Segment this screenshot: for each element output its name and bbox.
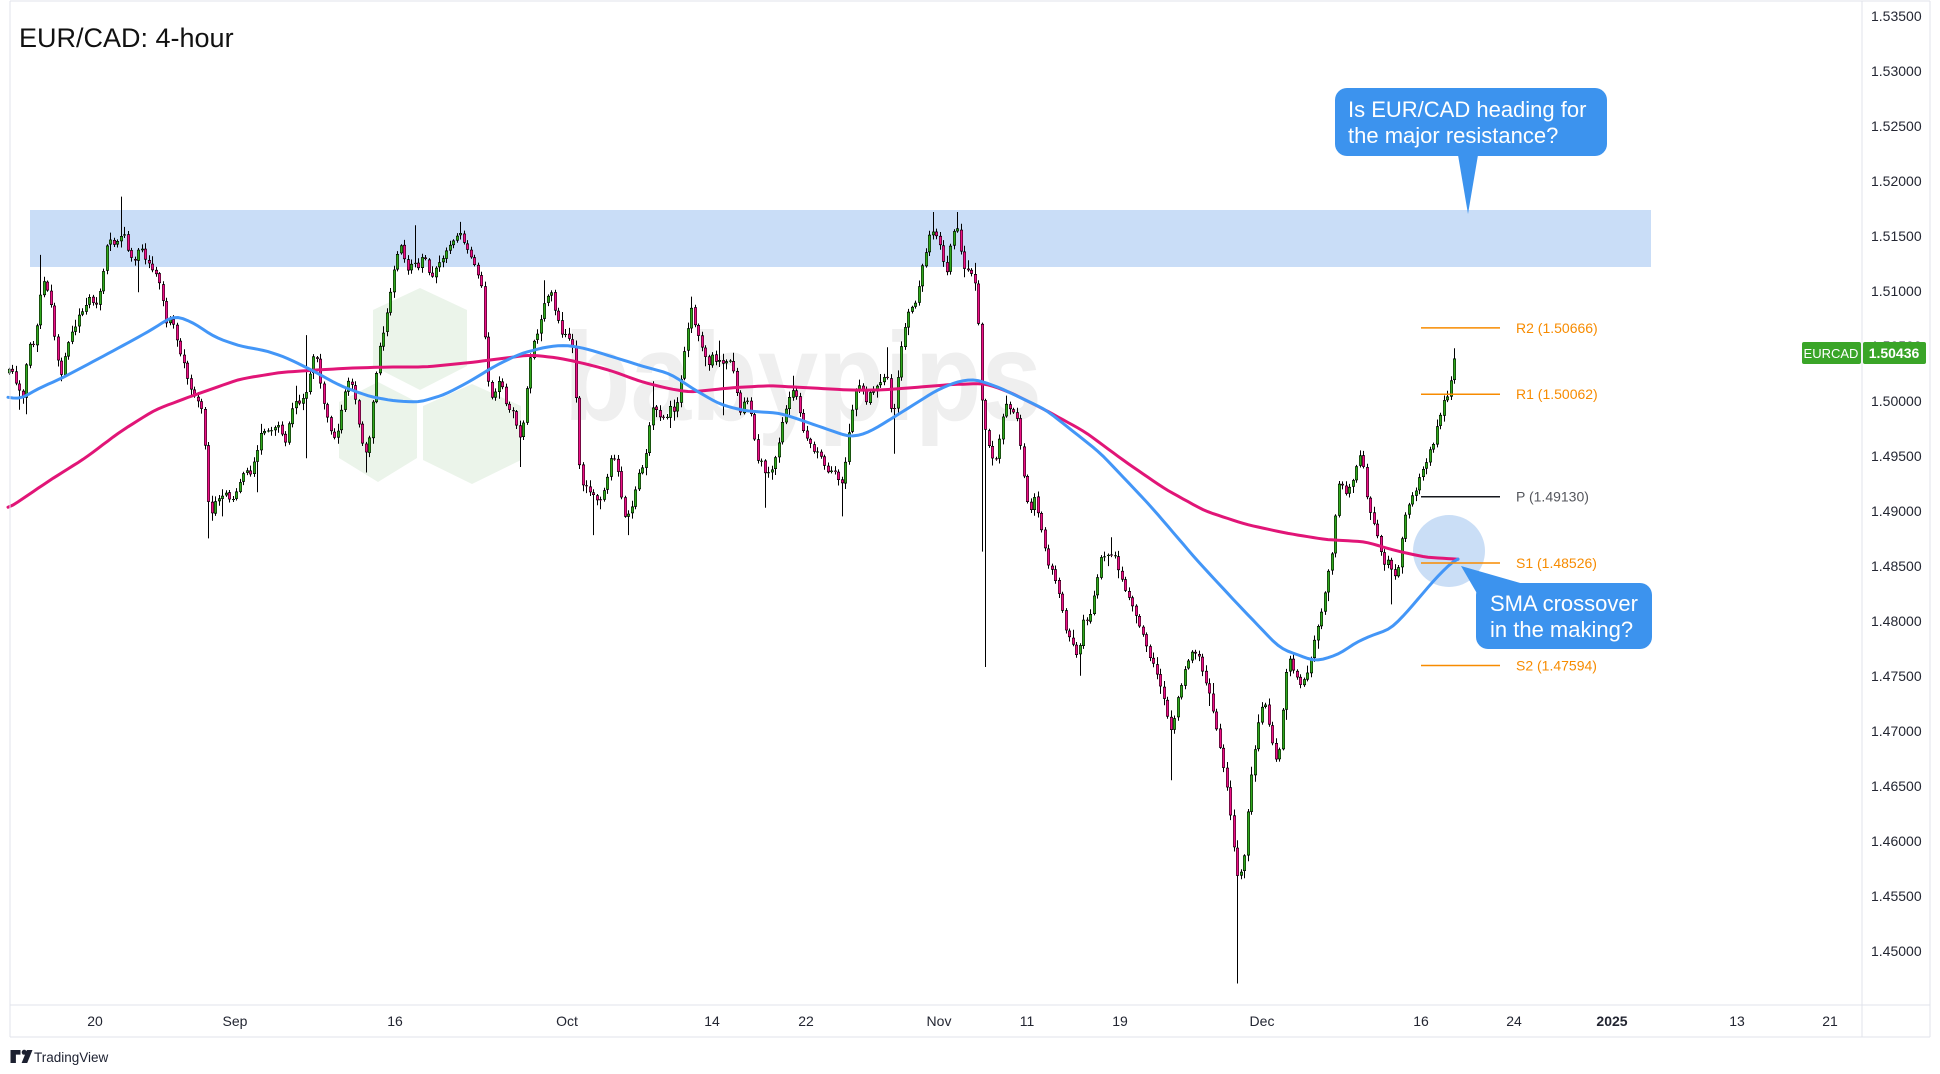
svg-text:1.45500: 1.45500 [1871,888,1922,904]
svg-text:Nov: Nov [927,1013,952,1029]
svg-text:16: 16 [1413,1013,1429,1029]
svg-text:1.45000: 1.45000 [1871,943,1922,959]
svg-text:TradingView: TradingView [34,1050,109,1065]
svg-text:1.53500: 1.53500 [1871,8,1922,24]
svg-text:S1 (1.48526): S1 (1.48526) [1516,555,1597,571]
svg-text:S2 (1.47594): S2 (1.47594) [1516,658,1597,674]
svg-text:11: 11 [1020,1013,1035,1029]
svg-text:Dec: Dec [1250,1013,1275,1029]
svg-text:16: 16 [387,1013,403,1029]
svg-text:2025: 2025 [1596,1013,1627,1029]
svg-text:1.48500: 1.48500 [1871,558,1922,574]
svg-text:1.53000: 1.53000 [1871,63,1922,79]
svg-text:1.46500: 1.46500 [1871,778,1922,794]
svg-text:Sep: Sep [223,1013,248,1029]
svg-text:1.47500: 1.47500 [1871,668,1922,684]
svg-text:R1 (1.50062): R1 (1.50062) [1516,386,1598,402]
svg-text:24: 24 [1506,1013,1522,1029]
svg-text:1.51500: 1.51500 [1871,228,1922,244]
svg-text:1.46000: 1.46000 [1871,833,1922,849]
svg-text:20: 20 [87,1013,103,1029]
svg-text:19: 19 [1112,1013,1128,1029]
svg-text:P (1.49130): P (1.49130) [1516,489,1589,505]
svg-text:1.47000: 1.47000 [1871,723,1922,739]
svg-text:1.50436: 1.50436 [1869,345,1920,361]
svg-text:Oct: Oct [556,1013,578,1029]
svg-text:in the making?: in the making? [1490,617,1633,642]
svg-text:1.52500: 1.52500 [1871,118,1922,134]
svg-text:14: 14 [704,1013,720,1029]
svg-text:SMA crossover: SMA crossover [1490,591,1638,616]
svg-text:1.50000: 1.50000 [1871,393,1922,409]
svg-text:1.48000: 1.48000 [1871,613,1922,629]
svg-text:EURCAD: EURCAD [1804,346,1859,361]
svg-text:the major resistance?: the major resistance? [1348,123,1558,148]
svg-text:1.49500: 1.49500 [1871,448,1922,464]
svg-text:R2 (1.50666): R2 (1.50666) [1516,320,1598,336]
svg-text:EUR/CAD: 4-hour: EUR/CAD: 4-hour [19,23,234,53]
svg-text:1.51000: 1.51000 [1871,283,1922,299]
svg-text:22: 22 [798,1013,814,1029]
svg-text:1.52000: 1.52000 [1871,173,1922,189]
svg-text:Is EUR/CAD heading for: Is EUR/CAD heading for [1348,97,1586,122]
svg-text:21: 21 [1822,1013,1838,1029]
svg-text:13: 13 [1729,1013,1745,1029]
svg-text:1.49000: 1.49000 [1871,503,1922,519]
